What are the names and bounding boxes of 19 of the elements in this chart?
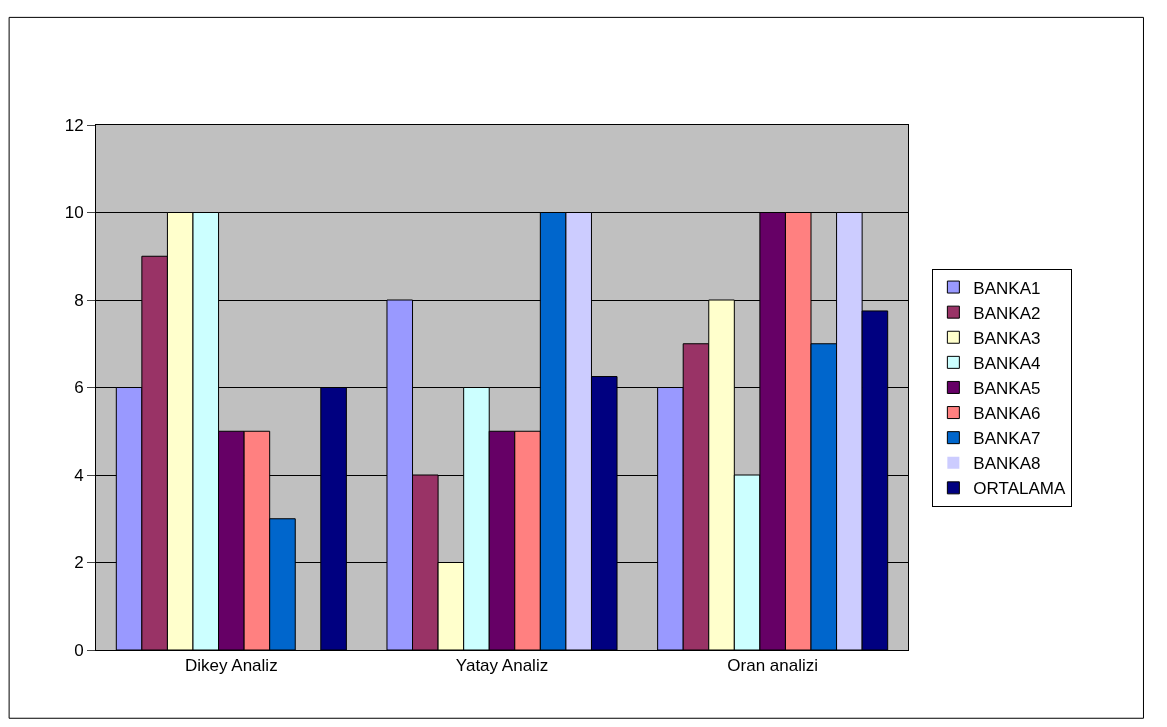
y-tick-label: 10 (64, 203, 84, 223)
y-tick-label: 8 (74, 290, 84, 310)
y-tick-label: 12 (64, 115, 84, 135)
legend-label: ORTALAMA (973, 479, 1066, 499)
x-tick-label: Dikey Analiz (185, 656, 278, 676)
y-tick-label: 4 (74, 465, 84, 485)
x-tick-label: Yatay Analiz (455, 656, 549, 676)
legend-label: BANKA5 (973, 379, 1041, 399)
x-tick-label: Oran analizi (727, 656, 819, 676)
legend-label: BANKA6 (973, 404, 1041, 424)
legend-label: BANKA3 (973, 328, 1041, 348)
y-tick-label: 2 (74, 553, 84, 573)
y-tick-label: 0 (74, 640, 84, 660)
legend-label: BANKA4 (973, 353, 1041, 373)
y-tick-label: 6 (74, 378, 84, 398)
legend-label: BANKA7 (973, 429, 1041, 449)
legend-label: BANKA8 (973, 454, 1041, 474)
legend-label: BANKA1 (973, 278, 1041, 298)
legend-label: BANKA2 (973, 303, 1041, 323)
